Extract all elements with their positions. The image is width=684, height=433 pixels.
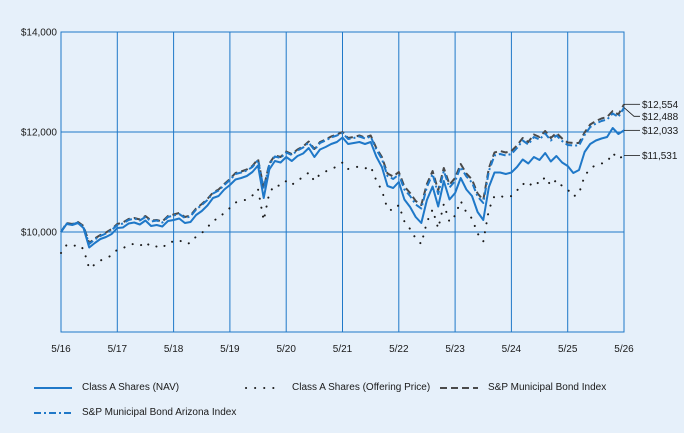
x-tick-label: 5/17 — [108, 344, 128, 355]
series-line-dashdot — [60, 107, 625, 245]
x-tick-label: 5/16 — [51, 344, 71, 355]
end-label-leader — [623, 107, 640, 117]
y-axis-ticks: $10,000 $12,000 $14,000 — [21, 28, 58, 239]
x-axis-ticks: 5/16 5/17 5/18 5/19 5/20 5/21 5/22 5/23 5/24 5/25… — [51, 344, 634, 355]
plot-border — [60, 31, 625, 333]
x-tick-label: 5/22 — [389, 344, 409, 355]
x-tick-label: 5/19 — [220, 344, 240, 355]
x-tick-label: 5/23 — [445, 344, 465, 355]
series-line-solid — [60, 127, 625, 249]
x-tick-label: 5/20 — [276, 344, 296, 355]
y-tick-label: $10,000 — [21, 228, 58, 239]
end-value-label: $12,554 — [642, 100, 679, 111]
series-lines — [60, 103, 625, 270]
x-tick-label: 5/18 — [164, 344, 184, 355]
end-value-label: $12,488 — [642, 112, 679, 123]
y-tick-label: $14,000 — [21, 28, 58, 39]
end-value-label: $12,033 — [642, 126, 679, 137]
x-tick-label: 5/24 — [502, 344, 522, 355]
x-tick-label: 5/21 — [333, 344, 353, 355]
y-tick-label: $12,000 — [21, 128, 58, 139]
end-value-label: $11,531 — [642, 151, 678, 162]
x-tick-label: 5/26 — [614, 344, 634, 355]
end-value-labels: $12,554$12,488 $12,033 $11,531 — [623, 100, 679, 162]
series-line-dotted — [60, 152, 625, 270]
x-tick-label: 5/25 — [558, 344, 578, 355]
